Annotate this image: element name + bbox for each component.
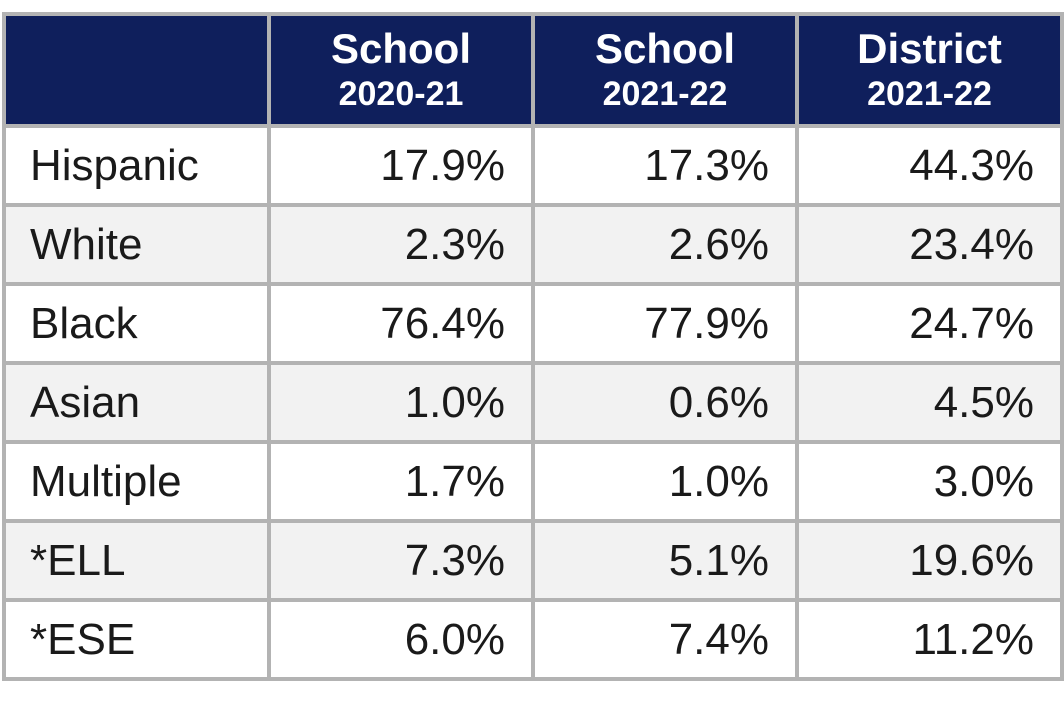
row-label: White (2, 203, 271, 286)
row-label: *ESE (2, 598, 271, 681)
row-label: Hispanic (2, 124, 271, 207)
demographics-table: School 2020-21 School 2021-22 District 2021-2… (2, 12, 1064, 681)
cell-value: 0.6% (531, 361, 799, 444)
row-label: *ELL (2, 519, 271, 602)
column-year: 2021-22 (867, 75, 992, 114)
row-label: Asian (2, 361, 271, 444)
row-label: Multiple (2, 440, 271, 523)
cell-value: 23.4% (795, 203, 1064, 286)
cell-value: 1.7% (267, 440, 535, 523)
header-row: School 2020-21 School 2021-22 District 2021-2… (2, 12, 1064, 128)
cell-value: 1.0% (267, 361, 535, 444)
cell-value: 7.3% (267, 519, 535, 602)
column-header: District 2021-22 (795, 12, 1064, 128)
table-row: *ELL 7.3% 5.1% 19.6% (2, 519, 1064, 602)
cell-value: 2.6% (531, 203, 799, 286)
row-label: Black (2, 282, 271, 365)
header-corner (2, 12, 271, 128)
column-title: District (857, 25, 1002, 73)
table-row: White 2.3% 2.6% 23.4% (2, 203, 1064, 286)
column-header: School 2021-22 (531, 12, 799, 128)
cell-value: 77.9% (531, 282, 799, 365)
table-row: *ESE 6.0% 7.4% 11.2% (2, 598, 1064, 681)
table-row: Black 76.4% 77.9% 24.7% (2, 282, 1064, 365)
cell-value: 6.0% (267, 598, 535, 681)
table-row: Hispanic 17.9% 17.3% 44.3% (2, 124, 1064, 207)
cell-value: 19.6% (795, 519, 1064, 602)
cell-value: 24.7% (795, 282, 1064, 365)
table-body: Hispanic 17.9% 17.3% 44.3% White 2.3% 2.6% 23.4… (2, 124, 1064, 681)
column-year: 2021-22 (602, 75, 728, 114)
table-row: Asian 1.0% 0.6% 4.5% (2, 361, 1064, 444)
column-title: School (330, 25, 471, 73)
cell-value: 1.0% (531, 440, 799, 523)
cell-value: 7.4% (531, 598, 799, 681)
cell-value: 44.3% (795, 124, 1064, 207)
cell-value: 17.3% (531, 124, 799, 207)
cell-value: 2.3% (267, 203, 535, 286)
cell-value: 5.1% (531, 519, 799, 602)
cell-value: 76.4% (267, 282, 535, 365)
cell-value: 3.0% (795, 440, 1064, 523)
column-title: School (594, 25, 735, 73)
table-row: Multiple 1.7% 1.0% 3.0% (2, 440, 1064, 523)
column-header: School 2020-21 (267, 12, 535, 128)
cell-value: 17.9% (267, 124, 535, 207)
column-year: 2020-21 (338, 75, 464, 114)
cell-value: 4.5% (795, 361, 1064, 444)
cell-value: 11.2% (795, 598, 1064, 681)
